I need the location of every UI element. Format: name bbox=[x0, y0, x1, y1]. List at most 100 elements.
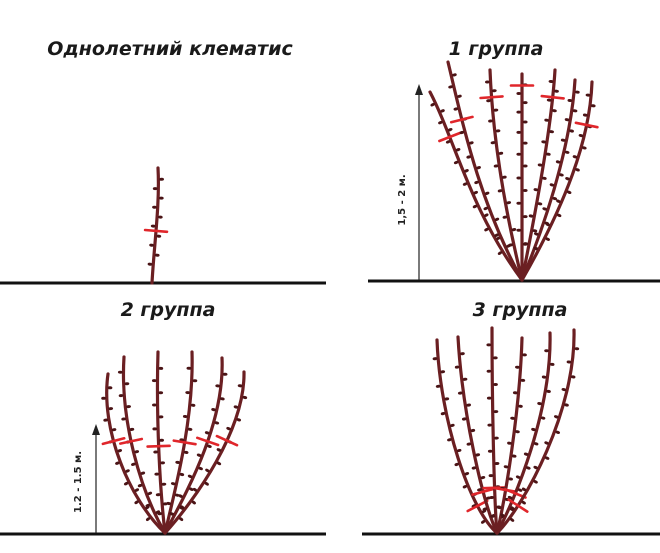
bud bbox=[537, 163, 543, 167]
bud bbox=[134, 488, 140, 492]
bud bbox=[158, 391, 164, 395]
bud bbox=[440, 412, 446, 416]
stem bbox=[446, 60, 524, 282]
bud bbox=[542, 207, 548, 211]
bud bbox=[455, 148, 461, 152]
group2-panel-title: 2 группа bbox=[121, 299, 216, 321]
bud bbox=[497, 189, 503, 193]
bud bbox=[166, 501, 172, 506]
bud bbox=[537, 202, 543, 206]
group3-panel-title: 3 группа bbox=[473, 299, 568, 321]
bud bbox=[516, 130, 522, 134]
bud bbox=[493, 108, 499, 112]
bud bbox=[187, 427, 193, 431]
bud bbox=[560, 138, 566, 142]
bud bbox=[511, 454, 517, 458]
bud bbox=[532, 229, 538, 233]
bud bbox=[182, 414, 188, 419]
stem bbox=[488, 68, 524, 282]
bud bbox=[520, 378, 526, 382]
pruning-cut-mark bbox=[574, 121, 599, 129]
bud bbox=[475, 453, 481, 457]
bud bbox=[523, 452, 529, 456]
bud bbox=[541, 176, 547, 180]
stem bbox=[155, 350, 167, 535]
bud bbox=[145, 503, 151, 508]
bud bbox=[464, 472, 470, 476]
bud bbox=[447, 128, 453, 132]
bud bbox=[430, 103, 435, 107]
bud bbox=[117, 370, 123, 374]
bud bbox=[191, 500, 196, 505]
bud bbox=[490, 514, 495, 518]
bud bbox=[507, 441, 512, 445]
bud bbox=[549, 362, 555, 366]
bud bbox=[145, 517, 151, 521]
bud bbox=[525, 466, 531, 470]
bud bbox=[466, 155, 472, 159]
bud bbox=[506, 201, 512, 205]
stem bbox=[163, 370, 246, 535]
pruning-cut-mark bbox=[146, 444, 171, 448]
bud bbox=[493, 410, 499, 414]
bud bbox=[545, 152, 551, 156]
bud bbox=[515, 365, 520, 369]
bud bbox=[590, 104, 596, 108]
bud bbox=[456, 448, 462, 453]
bud bbox=[125, 469, 130, 473]
bud bbox=[574, 347, 580, 351]
bud bbox=[565, 177, 570, 181]
bud bbox=[556, 213, 562, 218]
bud bbox=[521, 500, 526, 505]
bud bbox=[118, 394, 124, 398]
bud bbox=[196, 453, 202, 457]
bud bbox=[567, 98, 573, 103]
bud bbox=[111, 428, 117, 432]
bud bbox=[533, 188, 539, 192]
annual-panel-title: Однолетний клематис bbox=[47, 38, 293, 60]
bud bbox=[115, 461, 120, 465]
bud bbox=[501, 175, 507, 179]
bud bbox=[515, 475, 521, 479]
stem bbox=[456, 335, 499, 535]
bud bbox=[236, 418, 242, 422]
bud bbox=[566, 190, 572, 194]
bud bbox=[242, 395, 248, 400]
bud bbox=[494, 233, 499, 237]
bud bbox=[523, 242, 529, 246]
bud bbox=[205, 468, 210, 473]
bud bbox=[160, 461, 165, 465]
bud bbox=[575, 168, 580, 172]
bud bbox=[570, 375, 576, 379]
bud bbox=[237, 384, 243, 388]
bud bbox=[158, 366, 164, 370]
bud bbox=[140, 471, 146, 475]
bud bbox=[500, 513, 505, 517]
bud bbox=[179, 472, 185, 477]
bud bbox=[156, 234, 162, 238]
bud bbox=[522, 101, 528, 105]
bud bbox=[493, 164, 499, 168]
bud bbox=[533, 232, 539, 236]
bud bbox=[486, 99, 491, 103]
bud bbox=[516, 152, 522, 156]
bud bbox=[549, 183, 555, 187]
bud bbox=[444, 397, 450, 401]
bud bbox=[569, 129, 574, 133]
bud bbox=[582, 113, 588, 117]
bud bbox=[131, 462, 136, 466]
bud bbox=[454, 462, 460, 467]
bud bbox=[445, 140, 451, 144]
bud bbox=[516, 201, 522, 205]
bud bbox=[137, 483, 143, 488]
bud bbox=[457, 391, 463, 395]
bud bbox=[466, 403, 471, 407]
bud bbox=[152, 205, 157, 209]
bud bbox=[521, 487, 527, 492]
stem bbox=[121, 355, 167, 535]
bud bbox=[581, 146, 587, 150]
group1-plant bbox=[428, 60, 599, 282]
bud bbox=[508, 477, 513, 481]
pruning-cut-mark bbox=[172, 439, 197, 446]
bud bbox=[222, 372, 228, 376]
